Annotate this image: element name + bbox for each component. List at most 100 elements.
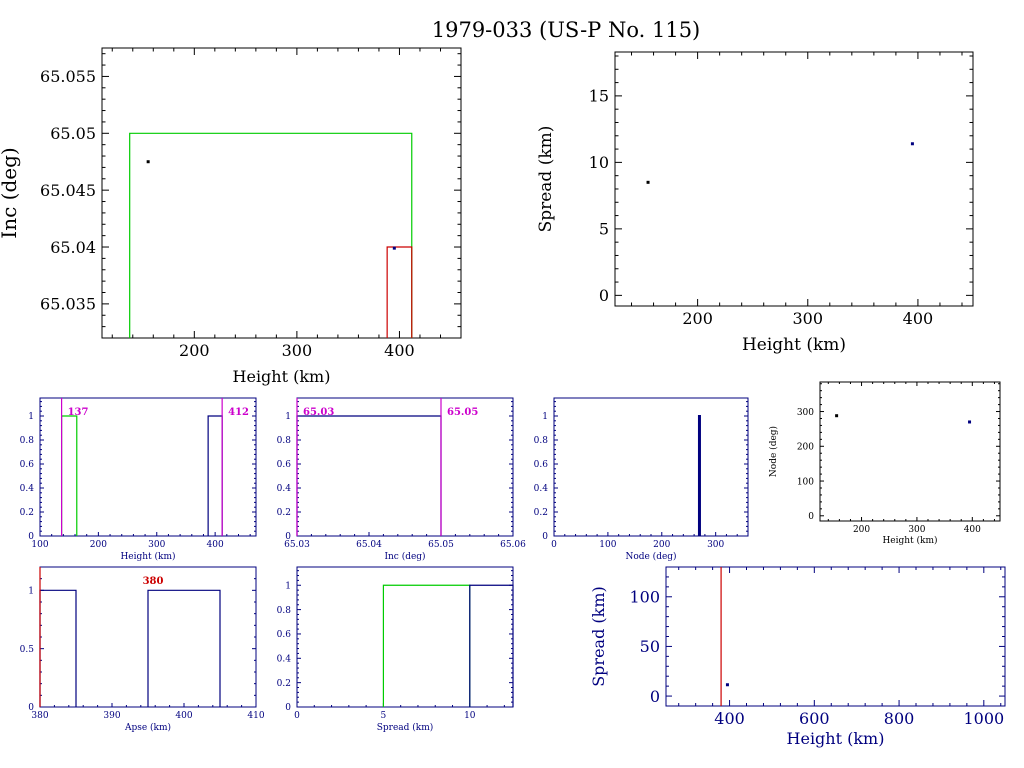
x-tick-label: 300 — [282, 341, 313, 360]
y-axis-label: Inc (deg) — [0, 147, 21, 238]
y-tick-label: 10 — [589, 153, 609, 172]
x-tick-label: 410 — [247, 711, 264, 721]
x-tick-label: 100 — [31, 540, 48, 550]
y-tick-label: 0.8 — [277, 436, 292, 446]
y-tick-label: 0.6 — [277, 460, 292, 470]
x-tick-label: 400 — [714, 709, 745, 728]
x-axis-label: Spread (km) — [377, 722, 434, 733]
plot-frame — [101, 47, 462, 339]
y-tick-label: 5 — [599, 220, 609, 239]
chart-inc-vs-height: 200 300 400 65.035 65.04 65.045 65.05 65.055 Hei… — [0, 47, 462, 386]
y-tick-label: 0.2 — [277, 679, 291, 689]
x-tick-label: 200 — [682, 309, 713, 328]
y-tick-label: 0.8 — [277, 606, 292, 616]
y-tick-label: 65.035 — [40, 295, 96, 314]
y-tick-label: 0 — [542, 532, 548, 542]
y-tick-label: 300 — [797, 408, 814, 418]
x-axis-label: Node (deg) — [625, 551, 676, 562]
x-axis-label: Height (km) — [742, 335, 846, 355]
y-tick-label: 0.2 — [20, 508, 34, 518]
y-tick-label: 65.045 — [40, 181, 96, 200]
x-tick-label: 100 — [599, 540, 616, 550]
y-tick-label: 0.6 — [534, 460, 549, 470]
x-tick-label: 390 — [103, 711, 120, 721]
plot-frame — [614, 51, 974, 307]
chart-node-histogram: 0 100 200 300 0 0.2 0.4 0.6 0.8 1 Node (deg) — [534, 397, 749, 562]
y-tick-label: 0.8 — [20, 436, 35, 446]
plot-frame — [296, 566, 514, 708]
histogram-bar — [697, 415, 701, 536]
y-axis-label: Spread (km) — [589, 586, 608, 687]
marker-label: 65.03 — [303, 407, 334, 418]
y-tick-label: 50 — [640, 637, 660, 656]
x-tick-label: 200 — [90, 540, 107, 550]
histogram-bar — [147, 589, 221, 707]
y-tick-label: 0.6 — [20, 460, 35, 470]
x-tick-label: 5 — [381, 711, 387, 721]
marker-label: 412 — [228, 407, 249, 418]
x-tick-label: 200 — [179, 341, 210, 360]
plot-frame — [553, 397, 749, 537]
y-tick-label: 15 — [589, 87, 609, 106]
data-point — [146, 160, 150, 164]
y-tick-label: 0 — [28, 532, 34, 542]
x-axis-label: Inc (deg) — [384, 551, 425, 562]
x-tick-label: 0 — [294, 711, 300, 721]
x-tick-label: 300 — [908, 525, 925, 535]
y-tick-label: 100 — [797, 477, 814, 487]
x-tick-label: 600 — [799, 709, 830, 728]
y-tick-label: 200 — [797, 443, 814, 453]
data-point — [392, 246, 396, 250]
histogram-bar — [60, 415, 78, 536]
y-tick-label: 0 — [285, 703, 291, 713]
x-tick-label: 400 — [903, 309, 934, 328]
plot-frame — [665, 566, 1006, 707]
x-axis-label: Height (km) — [787, 729, 885, 748]
x-tick-label: 0 — [551, 540, 557, 550]
x-tick-label: 200 — [853, 525, 870, 535]
histogram-bar — [382, 584, 471, 707]
y-tick-label: 100 — [629, 588, 660, 607]
x-tick-label: 400 — [207, 540, 224, 550]
x-tick-label: 65.05 — [428, 540, 454, 550]
x-tick-label: 300 — [792, 309, 823, 328]
histogram-bar — [469, 584, 514, 707]
x-tick-label: 200 — [653, 540, 670, 550]
y-tick-label: 1 — [542, 412, 548, 422]
y-tick-label: 0 — [650, 687, 660, 706]
x-tick-label: 65.06 — [500, 540, 526, 550]
y-tick-label: 0.2 — [277, 508, 291, 518]
x-axis-label: Apse (km) — [124, 722, 171, 733]
x-tick-label: 380 — [31, 711, 48, 721]
y-tick-label: 0 — [808, 512, 814, 522]
figure-title: 1979-033 (US-P No. 115) — [432, 18, 701, 42]
chart-spread-histogram: 0 5 10 0 0.2 0.4 0.6 0.8 1 Spread (km) — [277, 566, 514, 733]
plot-frame — [296, 397, 514, 537]
y-tick-label: 0 — [285, 532, 291, 542]
y-axis-label: Spread (km) — [536, 126, 556, 233]
data-point — [835, 414, 839, 418]
chart-spread-vs-height: 200 300 400 0 5 10 15 Height (km) Spread (km) — [536, 51, 974, 355]
y-axis-label: Node (deg) — [768, 426, 779, 477]
y-tick-label: 1 — [285, 582, 291, 592]
y-tick-label: 0.4 — [20, 484, 35, 494]
data-point — [725, 683, 729, 687]
y-tick-label: 1 — [28, 412, 34, 422]
x-tick-label: 300 — [148, 540, 165, 550]
histogram-bar — [39, 589, 77, 707]
y-tick-label: 0.6 — [277, 630, 292, 640]
x-axis-label: Height (km) — [233, 367, 331, 386]
data-point — [968, 420, 972, 424]
plot-frame — [39, 397, 257, 537]
y-tick-label: 0.2 — [534, 508, 548, 518]
data-point — [910, 142, 914, 146]
y-tick-label: 1 — [28, 587, 34, 597]
x-tick-label: 400 — [175, 711, 192, 721]
plot-frame — [819, 381, 1001, 522]
y-tick-label: 0 — [28, 703, 34, 713]
y-tick-label: 0.5 — [20, 645, 35, 655]
chart-inc-histogram: 65.03 65.04 65.05 65.06 0 0.2 0.4 0.6 0.8 1 Inc (d… — [277, 397, 526, 562]
y-tick-label: 0 — [599, 286, 609, 305]
